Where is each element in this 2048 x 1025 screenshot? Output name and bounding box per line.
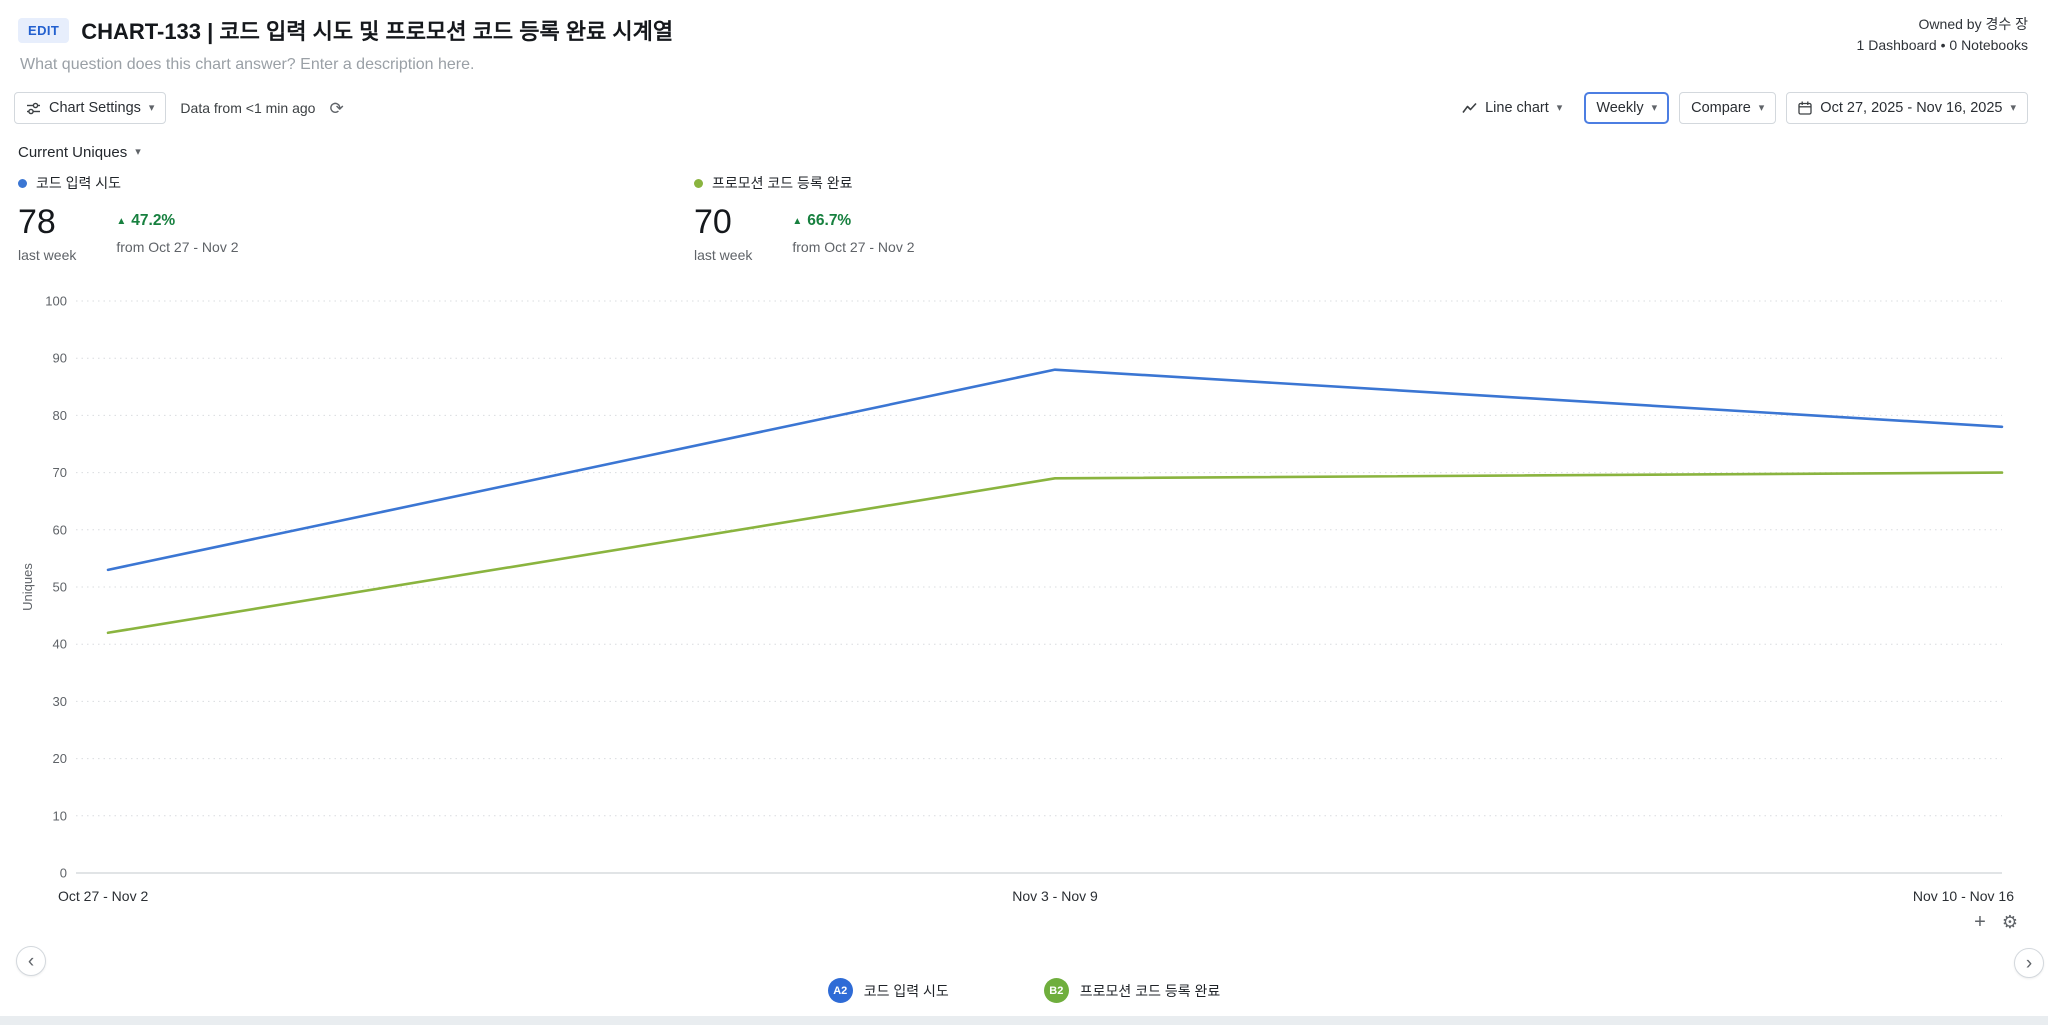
timeseries-line-chart[interactable]: 0 10 20 30 40 50 60 70 80 90 100 Oct 27 - Nov 2 Nov … (18, 275, 2032, 923)
chevron-down-icon: ▾ (148, 101, 155, 114)
svg-text:80: 80 (53, 408, 67, 423)
next-panel-button[interactable]: › (2014, 948, 2044, 978)
series-b-label: 프로모션 코드 등록 완료 (712, 175, 853, 191)
metrics-row: 코드 입력 시도 78 last week ▲ 47.2% from Oct 2… (0, 161, 2048, 263)
legend-chip-a2[interactable]: A2 코드 입력 시도 (827, 978, 949, 1003)
interval-label: Weekly (1596, 100, 1644, 116)
line-chart-icon (1462, 101, 1477, 115)
chart-area: 0 10 20 30 40 50 60 70 80 90 100 Oct 27 - Nov 2 Nov … (0, 263, 2048, 923)
compare-label: Compare (1691, 100, 1751, 116)
svg-text:40: 40 (53, 637, 67, 652)
svg-text:0: 0 (60, 866, 67, 881)
metric-a-delta-value: 47.2% (131, 212, 176, 229)
metric-b-period: last week (694, 247, 753, 263)
metric-series-a: 코드 입력 시도 78 last week ▲ 47.2% from Oct 2… (18, 173, 694, 263)
metric-b-delta-caption: from Oct 27 - Nov 2 (792, 239, 915, 255)
chart-settings-label: Chart Settings (49, 100, 141, 116)
series-b-tag[interactable]: 프로모션 코드 등록 완료 (694, 173, 852, 193)
metric-b-delta: ▲ 66.7% (792, 212, 914, 230)
measure-selector-label: Current Uniques (18, 144, 128, 161)
svg-text:Uniques: Uniques (20, 563, 35, 611)
delta-up-icon: ▲ (116, 215, 127, 227)
legend-label-a2: 코드 입력 시도 (863, 982, 949, 999)
chart-settings-button[interactable]: Chart Settings ▾ (14, 92, 167, 124)
event-badge-a2: A2 (827, 978, 853, 1003)
page-header: EDIT CHART-133 | 코드 입력 시도 및 프로모션 코드 등록 완… (0, 0, 2048, 74)
interval-dropdown[interactable]: Weekly ▾ (1584, 92, 1670, 124)
chevron-left-icon: ‹ (27, 950, 35, 972)
svg-text:Oct 27 - Nov 2: Oct 27 - Nov 2 (58, 888, 148, 904)
event-legend: A2 코드 입력 시도 B2 프로모션 코드 등록 완료 (0, 978, 2048, 1003)
metric-b-delta-value: 66.7% (807, 212, 852, 229)
svg-text:50: 50 (53, 580, 67, 595)
chevron-down-icon: ▾ (2010, 101, 2016, 114)
chart-description-input[interactable]: What question does this chart answer? En… (20, 56, 475, 73)
header-left: EDIT CHART-133 | 코드 입력 시도 및 프로모션 코드 등록 완… (18, 14, 673, 74)
refresh-button[interactable]: ⟳ (329, 100, 343, 117)
legend-chip-b2[interactable]: B2 프로모션 코드 등록 완료 (1043, 978, 1221, 1003)
svg-text:70: 70 (53, 465, 67, 480)
owned-by-text: Owned by 경수 장 (1918, 16, 2028, 32)
metric-series-b: 프로모션 코드 등록 완료 70 last week ▲ 66.7% from … (694, 173, 1370, 263)
svg-text:100: 100 (45, 294, 67, 309)
calendar-icon (1798, 101, 1812, 115)
chart-type-dropdown[interactable]: Line chart ▾ (1450, 92, 1574, 124)
svg-text:60: 60 (53, 522, 67, 537)
metric-a-period: last week (18, 247, 77, 263)
series-a-tag[interactable]: 코드 입력 시도 (18, 173, 121, 193)
series-b-dot (694, 178, 703, 188)
chevron-right-icon: › (2025, 952, 2033, 974)
chart-display-settings-button[interactable]: ⚙ (2002, 913, 2018, 931)
chevron-down-icon: ▾ (1556, 101, 1563, 114)
delta-up-icon: ▲ (792, 215, 803, 227)
measure-selector-dropdown[interactable]: Current Uniques ▾ (0, 124, 159, 161)
chevron-down-icon: ▾ (135, 146, 141, 158)
plus-icon: + (1974, 911, 1986, 933)
svg-text:20: 20 (53, 751, 67, 766)
chart-type-label: Line chart (1485, 100, 1549, 116)
compare-dropdown[interactable]: Compare ▾ (1679, 92, 1777, 124)
edit-mode-badge: EDIT (18, 17, 70, 43)
chart-title[interactable]: CHART-133 | 코드 입력 시도 및 프로모션 코드 등록 완료 시계열 (81, 19, 674, 44)
svg-text:Nov 3 - Nov 9: Nov 3 - Nov 9 (1012, 888, 1098, 904)
footer-strip (0, 1016, 2048, 1025)
header-right: Owned by 경수 장 1 Dashboard • 0 Notebooks (1857, 14, 2028, 74)
series-a-label: 코드 입력 시도 (36, 175, 122, 191)
svg-text:90: 90 (53, 351, 67, 366)
usage-summary-link[interactable]: 1 Dashboard • 0 Notebooks (1856, 37, 2028, 53)
metric-a-delta-caption: from Oct 27 - Nov 2 (116, 239, 239, 255)
metric-a-delta: ▲ 47.2% (116, 212, 238, 230)
data-freshness-text: Data from <1 min ago (180, 100, 316, 116)
chart-corner-buttons: + ⚙ (1974, 912, 2018, 932)
date-range-label: Oct 27, 2025 - Nov 16, 2025 (1820, 100, 2003, 116)
chevron-down-icon: ▾ (1758, 101, 1765, 114)
gear-icon: ⚙ (2001, 912, 2018, 932)
event-badge-b2: B2 (1043, 978, 1069, 1003)
legend-label-b2: 프로모션 코드 등록 완료 (1079, 982, 1221, 999)
metric-b-value: 70 (694, 203, 732, 241)
svg-text:Nov 10 - Nov 16: Nov 10 - Nov 16 (1913, 888, 2014, 904)
svg-text:30: 30 (53, 694, 67, 709)
add-annotation-button[interactable]: + (1974, 912, 1986, 932)
refresh-icon: ⟳ (329, 98, 344, 118)
chevron-down-icon: ▾ (1651, 101, 1658, 114)
previous-panel-button[interactable]: ‹ (16, 946, 46, 976)
metric-a-value: 78 (18, 203, 56, 241)
sliders-icon (26, 101, 41, 116)
date-range-picker[interactable]: Oct 27, 2025 - Nov 16, 2025 ▾ (1786, 92, 2028, 124)
svg-text:10: 10 (53, 808, 67, 823)
chart-toolbar: Chart Settings ▾ Data from <1 min ago ⟳ … (0, 74, 2048, 124)
series-a-dot (18, 178, 27, 188)
